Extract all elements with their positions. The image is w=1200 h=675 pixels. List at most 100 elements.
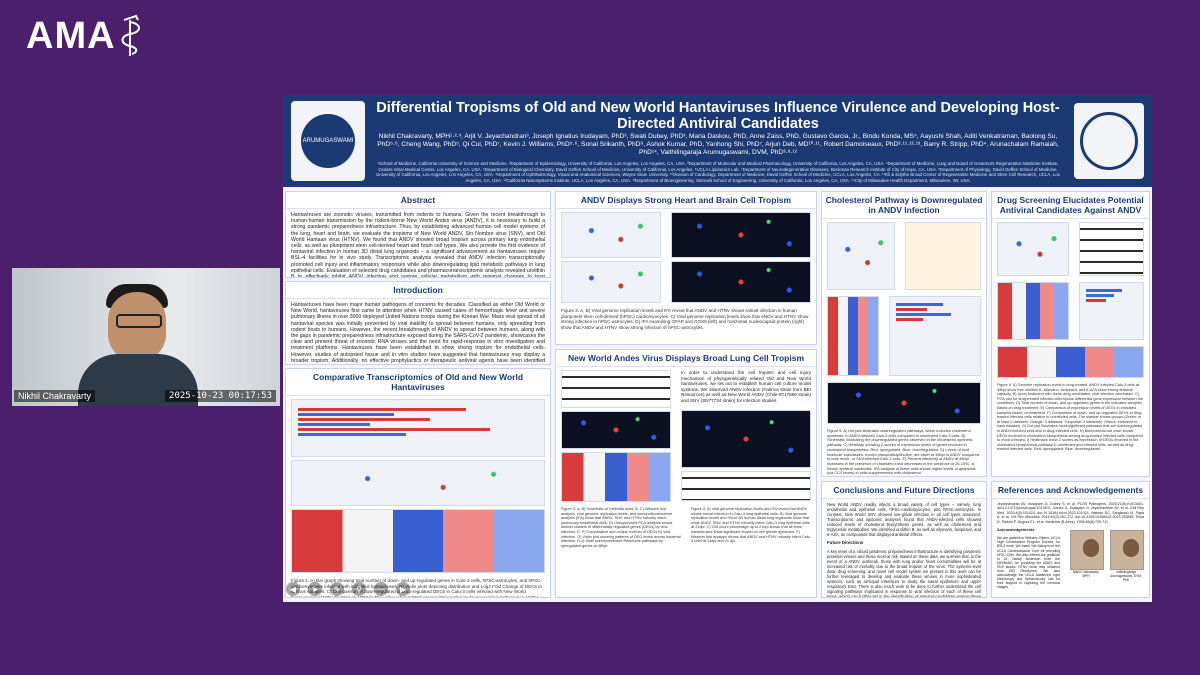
figure-6b-blot	[1079, 222, 1144, 276]
figure-5-caption: Figure 5. A) Dot plot illustrates downre…	[827, 428, 980, 476]
drug-bar	[1086, 299, 1107, 302]
pen-icon[interactable]: ✎	[330, 582, 344, 596]
figure-5c-heatmap	[827, 296, 879, 376]
abstract-text: Hantaviruses are zoonotic viruses, trans…	[291, 212, 545, 278]
poster-title: Differential Tropisms of Old and New Wor…	[376, 100, 1060, 132]
references-text: Jeyachandran AV, Irudayam JI, Dubey S, e…	[997, 502, 1144, 524]
introduction-text: Hantaviruses have been major human patho…	[291, 302, 545, 364]
bar-group	[298, 408, 538, 436]
figure-5e-ifa	[827, 382, 981, 424]
speaker-glasses	[116, 314, 162, 328]
bar-down	[298, 413, 394, 416]
future-directions-title: Future Directions	[827, 540, 864, 545]
slide-controls: ◀ ➤ ✎ ⚲ ⋯ ▶	[286, 582, 410, 596]
figure-5b-pathway	[905, 222, 981, 290]
bar-down	[298, 423, 370, 426]
ama-logo: AMA	[26, 14, 150, 58]
lipid-bar	[896, 308, 928, 311]
bar-up	[298, 418, 430, 421]
future-directions-text: A key tenet of a robust pandemic prepare…	[827, 549, 981, 598]
university-seal	[1074, 103, 1144, 179]
introduction-title: Introduction	[286, 282, 550, 299]
author-photo	[1110, 530, 1144, 571]
acknowledgements-title: Acknowledgements	[997, 527, 1035, 533]
plot-points	[998, 223, 1068, 275]
lipid-bar	[896, 313, 951, 316]
drug-bar	[1086, 294, 1115, 297]
bar-up	[298, 408, 466, 411]
figure-2a-plot	[561, 212, 661, 258]
bar-up	[298, 428, 490, 431]
lung-title: New World Andes Virus Displays Broad Lun…	[556, 350, 816, 367]
lung-section: New World Andes Virus Displays Broad Lun…	[555, 349, 817, 598]
abstract-section: Abstract Hantaviruses are zoonotic virus…	[285, 191, 551, 278]
cholesterol-section: Cholesterol Pathway is Downregulated in …	[821, 191, 987, 477]
figure-1-caption: Figure 1. A) Bar graph showing total num…	[291, 578, 543, 598]
zoom-icon[interactable]: ⚲	[352, 582, 366, 596]
more-options-icon[interactable]: ⋯	[374, 582, 388, 596]
poster-authors: Nikhil Chakravarty, MPH¹·²·³, Arjit V. J…	[377, 133, 1059, 156]
figure-6-caption: Figure 6. A) Genome replication levels i…	[997, 383, 1143, 452]
lipid-bar	[896, 318, 924, 321]
figure-6d-bars	[1079, 282, 1144, 340]
figure-2c-plot	[561, 261, 661, 303]
figure-2b-ifa	[671, 212, 811, 258]
drug-bars	[1086, 289, 1137, 302]
figure-3-caption: Figure 3. A, B) Schematic of methods use…	[561, 507, 681, 548]
plot-points	[562, 213, 660, 257]
speaker-video[interactable]: Nikhil Chakravarty 2025-10-23 00:17:53	[12, 268, 280, 406]
speaker-name: Nikhil Chakravarty	[14, 390, 96, 402]
lipid-bar	[896, 303, 943, 306]
next-slide-icon[interactable]: ▶	[396, 582, 410, 596]
author-photo-label: Nikhil Chakravarty, MPH	[1072, 570, 1100, 579]
drug-bar	[1086, 289, 1122, 292]
figure-6i-heatmap	[997, 346, 1144, 378]
author-photos: Nikhil Chakravarty, MPH Vaithilingaraja …	[1065, 527, 1149, 592]
transcriptomics-section: Comparative Transcriptomics of Old and N…	[285, 368, 551, 598]
conclusions-title: Conclusions and Future Directions	[822, 482, 986, 499]
lab-logo: ARUMUGASWAMI	[291, 101, 365, 181]
poster-affiliations: ¹School of Medicine, California Universi…	[376, 161, 1060, 183]
figure-5a-dotplot	[827, 222, 895, 290]
abstract-title: Abstract	[286, 192, 550, 209]
caduceus-icon	[121, 14, 140, 56]
heart-brain-section: ANDV Displays Strong Heart and Brain Cel…	[555, 191, 817, 345]
research-poster: ARUMUGASWAMI Differential Tropisms of Ol…	[283, 95, 1152, 602]
previous-slide-icon[interactable]: ◀	[286, 582, 300, 596]
figure-4-caption: Figure 4. A) Viral genome replication le…	[691, 507, 812, 544]
figure-5d-lipids	[889, 296, 981, 376]
heart-brain-title: ANDV Displays Strong Heart and Brain Cel…	[556, 192, 816, 209]
figure-3-western-blot	[561, 370, 671, 408]
figure-2-caption: Figure 2. A, B) Viral genome replication…	[561, 308, 809, 330]
lung-text: In order to understand the cell tropism …	[681, 370, 811, 403]
video-timestamp: 2025-10-23 00:17:53	[165, 390, 276, 402]
figure-6e-heatmap	[997, 282, 1069, 340]
pointer-icon[interactable]: ➤	[308, 582, 322, 596]
conclusions-text: New World ANDV readily infects a broad v…	[827, 502, 981, 537]
figure-4-organoid-ifa	[681, 409, 811, 468]
figure-6a-plot	[997, 222, 1069, 276]
figure-3-ifa	[561, 411, 671, 449]
acknowledgements-text: We are grateful to Bethany Ottens, UCLA …	[997, 536, 1060, 590]
figure-1b-violins	[291, 460, 545, 506]
lipid-bars	[896, 303, 974, 321]
figure-4-blot	[681, 470, 811, 501]
introduction-section: Introduction Hantaviruses have been majo…	[285, 281, 551, 365]
figure-3-heatmap	[561, 452, 671, 502]
author-photo	[1070, 530, 1104, 571]
drug-screening-section: Drug Screening Elucidates Potential Anti…	[991, 191, 1150, 477]
references-section: References and Acknowledgements Jeyachan…	[991, 481, 1150, 598]
references-title: References and Acknowledgements	[992, 482, 1149, 499]
conclusions-section: Conclusions and Future Directions New Wo…	[821, 481, 987, 598]
lab-logo-mark: ARUMUGASWAMI	[301, 114, 355, 168]
figure-2d-ifa	[671, 261, 811, 303]
poster-banner: ARUMUGASWAMI Differential Tropisms of Ol…	[283, 95, 1152, 187]
dotplot-points	[828, 223, 894, 289]
author-photo-label: Vaithilingaraja Arumugaswami, DVM, PhD	[1110, 570, 1142, 583]
transcriptomics-title: Comparative Transcriptomics of Old and N…	[286, 369, 550, 396]
plot-points	[562, 262, 660, 302]
figure-1c-heatmap	[291, 509, 545, 573]
cholesterol-title: Cholesterol Pathway is Downregulated in …	[822, 192, 986, 219]
drug-screening-title: Drug Screening Elucidates Potential Anti…	[992, 192, 1149, 219]
violin-points	[292, 461, 544, 505]
